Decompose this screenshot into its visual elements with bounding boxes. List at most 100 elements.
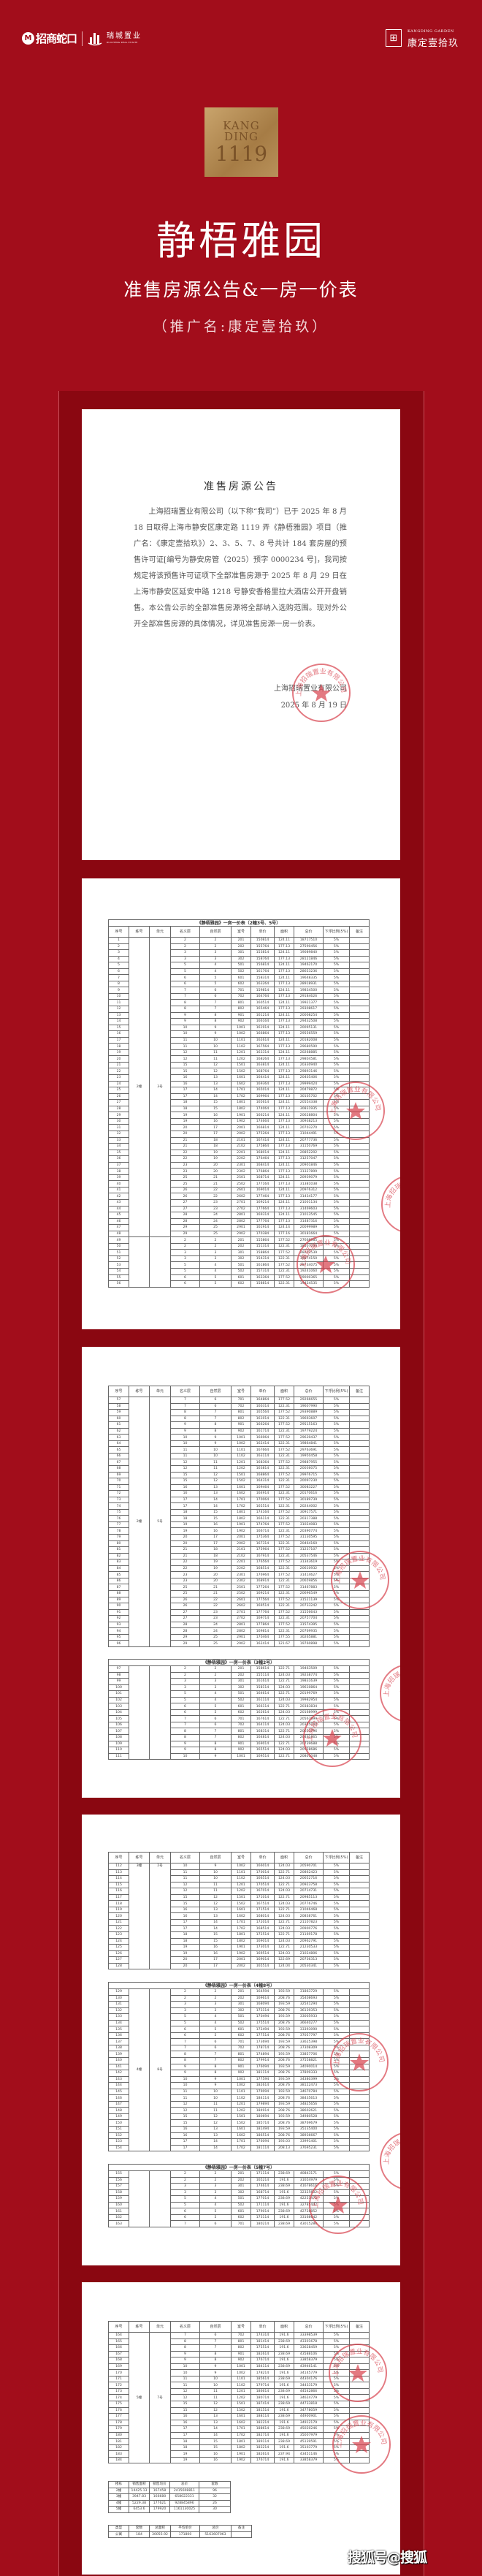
- room-cell: 902: [231, 1747, 251, 1754]
- nominal-floor-cell: 6: [170, 2214, 200, 2222]
- remark-cell: [348, 2189, 370, 2197]
- total-price-cell: 19462170: [294, 962, 324, 969]
- table-row: 112 3幢 2号 10 9 1002 166014 124.03 20590701 5%: [108, 1862, 370, 1970]
- seq-cell: 93: [108, 1621, 129, 1629]
- discount-cell: 5%: [323, 2019, 350, 2027]
- price-table: 《静梧雅园》一房一价表（3幢2号） 97 2 2 201 158614 122.71 1946…: [107, 1659, 370, 1760]
- total-price-cell: 31574395: [294, 1621, 324, 1629]
- cmsk-logo-text: 招商蛇口: [36, 32, 77, 45]
- discount-cell: 5%: [323, 1552, 350, 1560]
- area-cell: 124.11: [274, 962, 294, 969]
- room-cell: 701: [231, 1397, 251, 1404]
- total-price-cell: 30083227: [294, 1483, 324, 1492]
- natural-floor-cell: 10: [199, 1446, 232, 1454]
- unit-price-cell: 174664: [250, 1117, 275, 1125]
- room-cell: 1102: [231, 1452, 251, 1460]
- unit-price-cell: 177764: [250, 1608, 275, 1616]
- seq-cell: 128: [108, 1962, 129, 1970]
- remark-cell: [349, 1577, 370, 1585]
- remark-cell: [348, 2032, 370, 2040]
- discount-cell: 5%: [323, 2176, 350, 2184]
- seq-cell: 26: [108, 1093, 129, 1101]
- price-table: 《静梧雅园》一房一价表（2幢3号、5号） 序号 栋号 单元 名义层 自然层 室号 单价 面积 总价…: [107, 919, 370, 1288]
- total-price-cell: 20182008: [294, 1036, 324, 1044]
- unit-price-cell: 184914: [250, 2107, 275, 2114]
- unit-price-cell: 161214: [250, 1011, 275, 1019]
- price-table: 序号 栋号 单元 名义层 自然层 室号 单价 面积 总价 下浮比例(5%) 备注 57 2幢 5号 7 6 70…: [108, 1386, 370, 1647]
- room-cell: 1102: [231, 1043, 251, 1050]
- natural-floor-cell: 25: [199, 1224, 232, 1231]
- remark-cell: [348, 1740, 370, 1748]
- unit-price-cell: 157314: [250, 1268, 275, 1275]
- nominal-floor-cell: 23: [170, 1168, 200, 1175]
- area-cell: 177.13: [274, 1193, 294, 1200]
- discount-cell: 5%: [323, 2195, 350, 2203]
- natural-floor-cell: 12: [199, 1893, 232, 1901]
- discount-cell: 5%: [323, 1665, 350, 1673]
- summary-cell: 2幢: [108, 2487, 129, 2495]
- column-header: 名义层: [170, 1852, 200, 1863]
- column-header: 下浮比例(5%): [323, 926, 350, 938]
- total-price-cell: 20097230: [294, 1478, 324, 1485]
- total-price-cell: 45139591: [294, 2438, 324, 2445]
- natural-floor-cell: 13: [199, 2413, 232, 2420]
- discount-cell: 5%: [323, 1956, 350, 1964]
- total-price-cell: 20923758: [294, 1881, 324, 1889]
- discount-cell: 5%: [323, 1906, 350, 1914]
- discount-cell: 5%: [323, 2450, 350, 2458]
- discount-cell: 5%: [323, 2220, 350, 2227]
- total-price-cell: 20739688: [294, 1740, 324, 1748]
- discount-cell: 5%: [323, 1863, 350, 1870]
- area-cell: 124.11: [274, 1136, 294, 1144]
- remark-cell: [348, 1671, 370, 1679]
- room-cell: 2102: [231, 1552, 251, 1560]
- seq-cell: 51: [108, 1249, 129, 1256]
- seq-cell: 181: [108, 2438, 129, 2445]
- nominal-floor-cell: 10: [170, 2075, 200, 2083]
- total-price-cell: 28201539: [294, 1249, 324, 1256]
- total-price-cell: 33628459: [294, 2344, 324, 2352]
- room-cell: 1801: [231, 1931, 251, 1939]
- total-price-cell: 38122473: [294, 2082, 324, 2089]
- total-price-cell: 37809333: [294, 2070, 324, 2077]
- total-price-cell: 28653236: [294, 968, 324, 976]
- remark-cell: [349, 1893, 370, 1901]
- unit-price-cell: 168014: [250, 1149, 275, 1157]
- natural-floor-cell: 4: [199, 2019, 232, 2027]
- seq-cell: 95: [108, 1633, 129, 1641]
- unit-price-cell: 170464: [250, 1633, 275, 1641]
- seq-cell: 52: [108, 1255, 129, 1263]
- building-cell: [129, 2170, 150, 2227]
- seq-cell: 14: [108, 1018, 129, 1025]
- discount-cell: 5%: [323, 1747, 350, 1754]
- room-cell: 1602: [231, 1080, 251, 1088]
- seq-cell: 130: [108, 1994, 129, 2002]
- discount-cell: 5%: [323, 1249, 350, 1256]
- seq-cell: 140: [108, 2057, 129, 2064]
- nominal-floor-cell: 3: [170, 2001, 200, 2008]
- area-cell: 122.69: [274, 1956, 294, 1964]
- remark-cell: [349, 2456, 370, 2464]
- remark-cell: [349, 2363, 370, 2371]
- price-table-3-2-cont: 序号 栋号 单元 名义层 自然层 室号 单价 面积 总价 下浮比例(5%) 备注 112 3幢 2号 10 9…: [108, 1852, 370, 1970]
- room-cell: 802: [231, 2057, 251, 2064]
- table-row: 73 17 14 1701 170064 177.52 30189739 5%: [108, 1496, 370, 1504]
- seq-cell: 179: [108, 2425, 129, 2433]
- column-header: 平均单价: [170, 2525, 200, 2532]
- natural-floor-cell: 3: [199, 2183, 232, 2190]
- column-header: 栋号: [129, 1386, 150, 1397]
- column-header: 序号: [108, 2321, 129, 2333]
- natural-floor-cell: 11: [199, 1055, 232, 1063]
- natural-floor-cell: 8: [199, 2357, 232, 2364]
- discount-cell: 5%: [323, 2051, 350, 2058]
- unit-price-cell: 176714: [250, 2456, 275, 2464]
- unit-price-cell: 164114: [250, 1721, 275, 1729]
- seq-cell: 13: [108, 1011, 129, 1019]
- unit-price-cell: 161914: [250, 1224, 275, 1231]
- room-cell: 1002: [231, 1863, 251, 1870]
- remark-cell: [348, 1117, 370, 1125]
- natural-floor-cell: 8: [199, 1427, 232, 1435]
- nominal-floor-cell: 18: [170, 1937, 200, 1945]
- column-header: 楼栋: [108, 2481, 129, 2488]
- summary-cell: 928845896: [169, 2499, 199, 2507]
